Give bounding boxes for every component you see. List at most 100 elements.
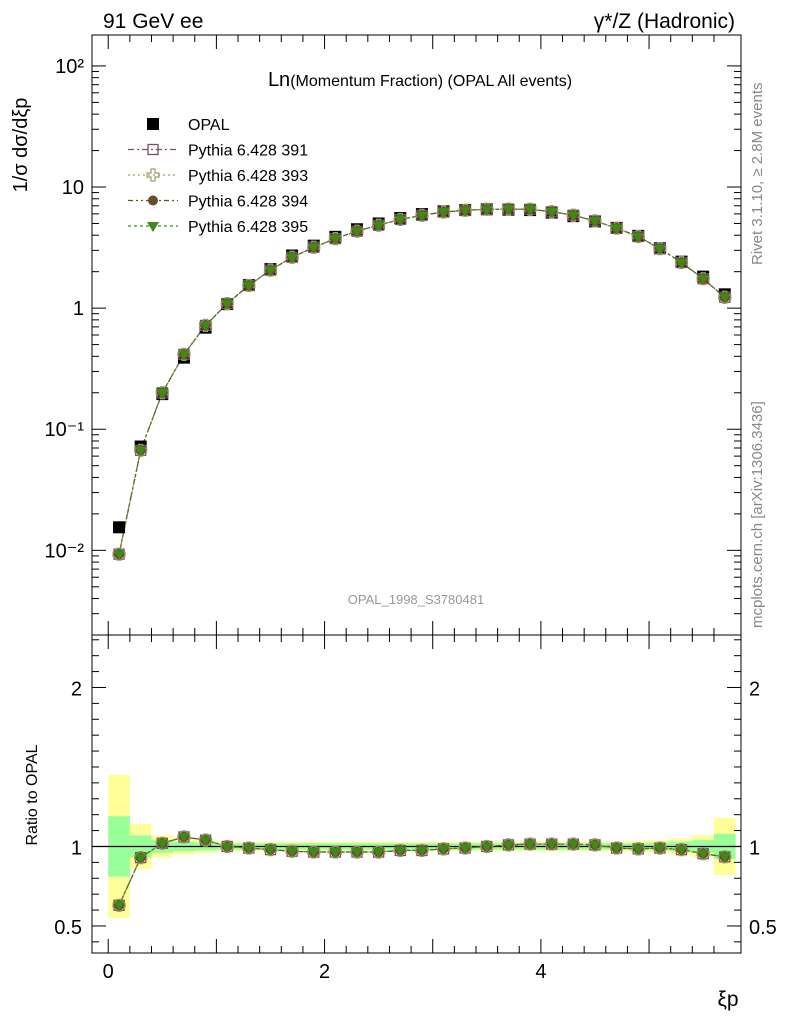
legend-marker xyxy=(148,195,158,206)
ratio-tick-labels: 0.5 0.5 1 1 2 2 0 2 4 xyxy=(54,678,777,983)
series-line xyxy=(118,208,726,555)
ratio-series-line xyxy=(118,836,725,906)
ratio-point xyxy=(286,847,299,858)
mc-point xyxy=(632,232,645,243)
mcplots-label: mcplots.cern.ch [arXiv:1306.3436] xyxy=(749,401,766,628)
mc-point xyxy=(480,205,493,216)
ratio-y-tick-label: 2 xyxy=(71,678,82,700)
ratio-point xyxy=(134,853,147,864)
mc-point xyxy=(242,281,255,292)
main-y-tick-labels: 10⁻² 10⁻¹ 1 10 10² xyxy=(45,56,85,562)
series-line xyxy=(118,208,726,555)
legend-marker xyxy=(147,143,159,156)
ratio-data-marks xyxy=(112,830,732,912)
analysis-watermark: OPAL_1998_S3780481 xyxy=(348,592,484,607)
mc-point xyxy=(286,253,299,264)
ratio-y-tick-label-right: 2 xyxy=(749,678,760,700)
ratio-point xyxy=(199,836,212,847)
main-y-tick-label: 10 xyxy=(62,177,84,199)
mc-point xyxy=(415,211,428,222)
mc-point xyxy=(394,215,407,226)
ratio-y-tick-label: 0.5 xyxy=(54,917,82,939)
mc-point xyxy=(697,274,710,285)
ratio-y-tick-label-right: 0.5 xyxy=(749,917,777,939)
mc-point xyxy=(675,258,688,269)
x-tick-label: 4 xyxy=(535,961,546,983)
mc-point xyxy=(545,207,558,218)
main-y-tick-label: 10⁻² xyxy=(45,540,85,562)
main-panel: 10⁻² 10⁻¹ 1 10 10² Ln(Momentum Fraction) (OP… xyxy=(10,34,742,636)
mc-point xyxy=(459,206,472,217)
main-y-axis-label: 1/σ dσ/dξp xyxy=(10,98,32,193)
mc-point xyxy=(437,207,450,218)
mc-point xyxy=(351,227,364,238)
ratio-point xyxy=(459,844,472,855)
header-right: γ*/Z (Hadronic) xyxy=(594,10,735,33)
ratio-point xyxy=(264,845,277,856)
ratio-frame xyxy=(91,634,742,954)
ratio-point xyxy=(545,840,558,851)
ratio-point xyxy=(329,848,342,859)
ratio-point xyxy=(697,849,710,860)
mc-point xyxy=(718,293,731,304)
mc-point xyxy=(653,244,666,255)
main-title-rest: (Momentum Fraction) (OPAL All events) xyxy=(290,73,572,90)
mc-point xyxy=(134,446,147,457)
mc-point xyxy=(524,205,537,216)
main-y-tick-label: 10² xyxy=(55,56,84,78)
ratio-point xyxy=(177,832,190,843)
rivet-label: Rivet 3.1.10, ≥ 2.8M events xyxy=(749,83,766,266)
legend-label: Pythia 6.428 395 xyxy=(188,219,308,236)
main-data-marks xyxy=(112,202,732,561)
ratio-y-tick-label: 1 xyxy=(71,837,82,859)
main-axis-ticks xyxy=(92,35,741,636)
data-point xyxy=(113,521,126,534)
ratio-point xyxy=(610,844,623,855)
ratio-panel: 0.5 0.5 1 1 2 2 0 2 4 Ratio to OPAL ξp xyxy=(24,634,777,1011)
series-line xyxy=(118,208,726,555)
mc-point xyxy=(372,221,385,232)
ratio-axis-ticks xyxy=(92,635,741,953)
ratio-y-tick-label-right: 1 xyxy=(749,837,760,859)
mc-point xyxy=(329,234,342,245)
main-y-tick-label: 10⁻¹ xyxy=(45,419,85,441)
mc-point xyxy=(156,388,169,399)
main-title-ln: Ln xyxy=(268,69,290,91)
mc-point xyxy=(502,205,515,216)
ratio-y-axis-label: Ratio to OPAL xyxy=(24,744,41,845)
legend-label: Pythia 6.428 391 xyxy=(188,143,308,160)
ratio-point xyxy=(502,840,515,851)
x-tick-label: 0 xyxy=(103,961,114,983)
legend-marker xyxy=(146,168,160,182)
mc-point xyxy=(307,243,320,254)
legend-label: Pythia 6.428 393 xyxy=(188,168,308,185)
ratio-point xyxy=(524,840,537,851)
ratio-point xyxy=(437,844,450,855)
legend-marker xyxy=(147,118,159,130)
ratio-point xyxy=(307,848,320,859)
header-left: 91 GeV ee xyxy=(103,10,203,33)
series-line xyxy=(118,208,726,555)
ratio-point xyxy=(351,848,364,859)
mc-point xyxy=(264,266,277,277)
ratio-point xyxy=(567,840,580,851)
main-title: Ln(Momentum Fraction) (OPAL All events) xyxy=(268,69,572,91)
ratio-point xyxy=(415,846,428,857)
ratio-point xyxy=(113,901,126,912)
mc-point xyxy=(610,224,623,235)
legend-marker xyxy=(147,222,159,232)
legend-label: OPAL xyxy=(188,117,230,134)
x-tick-label: 2 xyxy=(319,961,330,983)
mc-point xyxy=(221,299,234,310)
mc-point xyxy=(177,350,190,361)
ratio-point xyxy=(242,844,255,855)
legend: OPAL Pythia 6.428 391 Pythia 6.428 393 Pyth… xyxy=(128,117,308,236)
main-y-tick-label: 1 xyxy=(73,298,84,320)
ratio-point xyxy=(588,840,601,851)
ratio-point xyxy=(156,839,169,850)
x-axis-label: ξp xyxy=(717,988,738,1011)
mc-point xyxy=(567,211,580,222)
ratio-point xyxy=(675,845,688,856)
ratio-point xyxy=(632,844,645,855)
